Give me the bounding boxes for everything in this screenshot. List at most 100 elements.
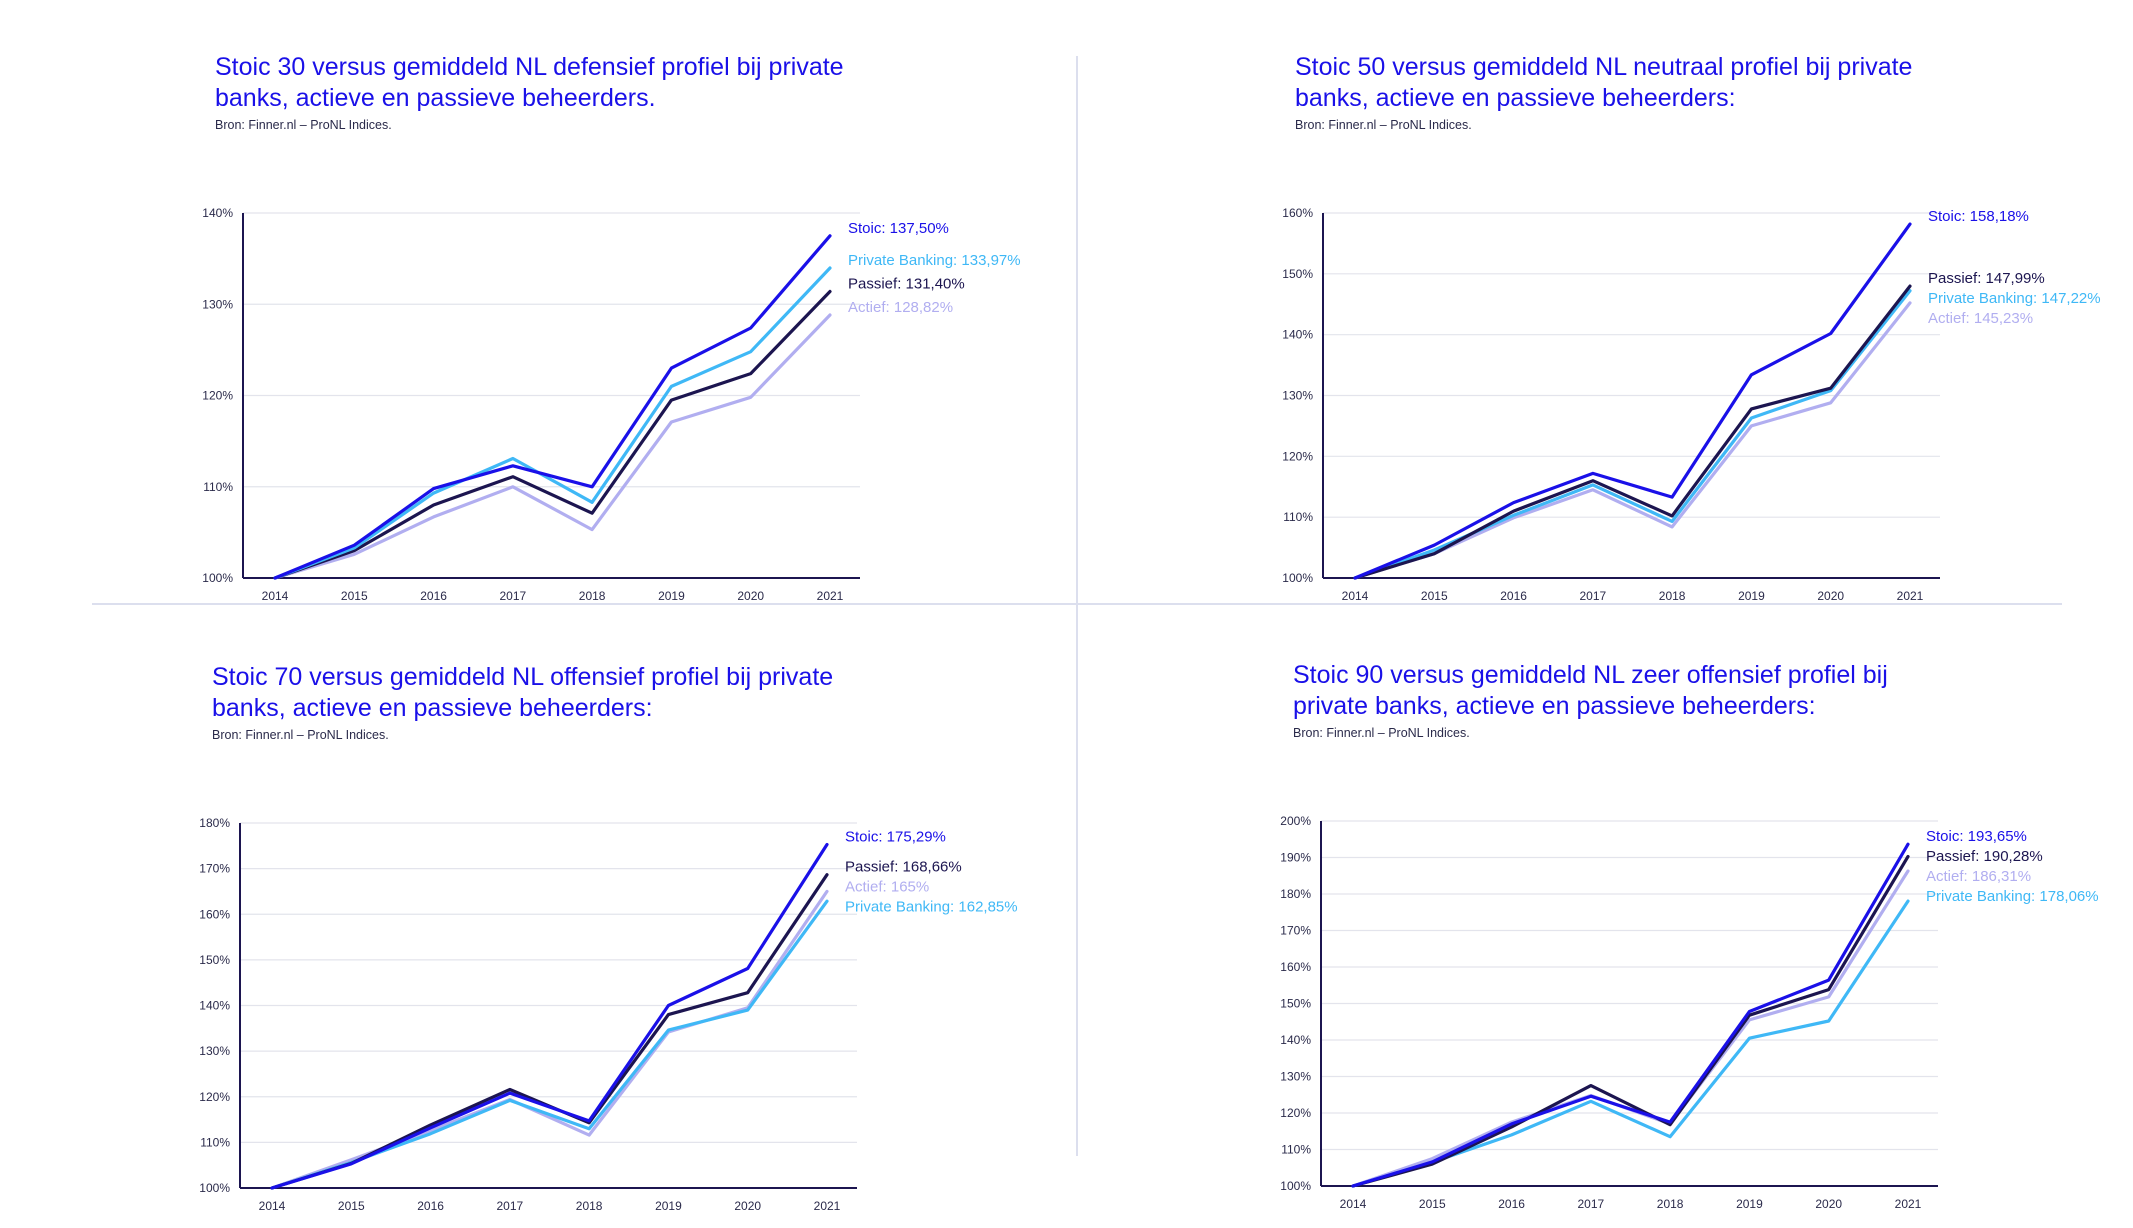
x-tick-label: 2018 (579, 589, 606, 603)
series-end-label-passief: Passief: 190,28% (1926, 848, 2043, 865)
series-end-label-actief: Actief: 186,31% (1926, 868, 2031, 885)
x-tick-label: 2015 (338, 1199, 365, 1213)
x-tick-label: 2016 (417, 1199, 444, 1213)
series-line-actief (1351, 869, 1910, 1188)
series-end-label-private-banking: Private Banking: 178,06% (1926, 888, 2099, 905)
series-line-private-banking (270, 899, 829, 1190)
line-chart-stoic-50: 100% 110% 120% 130% 140% 150% 160% 2014 2015 2016… (1282, 206, 2101, 603)
y-tick-label: 110% (200, 1135, 230, 1149)
x-tick-label: 2016 (1498, 1197, 1525, 1211)
chart-source: Bron: Finner.nl – ProNL Indices. (212, 728, 389, 742)
x-tick-label: 2017 (1578, 1197, 1605, 1211)
x-tick-label: 2017 (497, 1199, 524, 1213)
x-tick-label: 2019 (655, 1199, 682, 1213)
series-line-passief (270, 873, 829, 1190)
chart-title: Stoic 50 versus gemiddeld NL neutraal pr… (1295, 53, 1913, 112)
series-line-passief (1353, 284, 1912, 580)
y-tick-label: 130% (1282, 389, 1313, 403)
chart-title: Stoic 90 versus gemiddeld NL zeer offens… (1293, 661, 1888, 720)
y-tick-label: 120% (202, 389, 233, 403)
series-end-label-stoic: Stoic: 137,50% (848, 220, 949, 237)
vertical-divider (1076, 56, 1078, 1156)
series-end-label-private-banking: Private Banking: 147,22% (1928, 290, 2101, 307)
series-end-label-stoic: Stoic: 158,18% (1928, 208, 2029, 225)
x-tick-label: 2017 (500, 589, 527, 603)
series-line-actief (273, 313, 832, 580)
y-tick-label: 160% (1282, 206, 1313, 220)
x-tick-label: 2020 (1815, 1197, 1842, 1211)
series-end-label-actief: Actief: 145,23% (1928, 310, 2033, 327)
series-line-stoic (273, 234, 832, 580)
y-tick-label: 100% (202, 571, 233, 585)
x-tick-label: 2014 (1340, 1197, 1367, 1211)
horizontal-divider (92, 603, 2062, 605)
series-line-actief (270, 889, 829, 1190)
x-tick-label: 2014 (1342, 589, 1369, 603)
series-end-label-private-banking: Private Banking: 133,97% (848, 252, 1021, 269)
x-tick-label: 2019 (658, 589, 685, 603)
y-tick-label: 180% (199, 816, 230, 830)
x-tick-label: 2020 (737, 589, 764, 603)
x-tick-label: 2018 (576, 1199, 603, 1213)
y-tick-label: 120% (1280, 1106, 1311, 1120)
chart-panel-stoic-90: Stoic 90 versus gemiddeld NL zeer offens… (1280, 660, 2133, 1220)
y-tick-label: 140% (199, 999, 230, 1013)
y-tick-label: 130% (1280, 1070, 1311, 1084)
series-end-label-passief: Passief: 147,99% (1928, 270, 2045, 287)
y-tick-label: 190% (1280, 851, 1311, 865)
y-tick-label: 140% (1282, 328, 1313, 342)
y-tick-label: 160% (199, 907, 230, 921)
y-tick-label: 120% (1282, 449, 1313, 463)
chart-source: Bron: Finner.nl – ProNL Indices. (215, 118, 392, 132)
y-tick-label: 170% (1280, 924, 1311, 938)
y-tick-label: 140% (1280, 1033, 1311, 1047)
y-tick-label: 150% (1282, 267, 1313, 281)
series-end-label-passief: Passief: 131,40% (848, 275, 965, 292)
y-tick-label: 160% (1280, 960, 1311, 974)
x-tick-label: 2019 (1738, 589, 1765, 603)
x-tick-label: 2016 (420, 589, 447, 603)
series-end-label-actief: Actief: 165% (845, 879, 929, 896)
x-tick-label: 2017 (1580, 589, 1607, 603)
y-tick-label: 100% (199, 1181, 230, 1195)
y-tick-label: 130% (199, 1044, 230, 1058)
x-tick-label: 2021 (817, 589, 844, 603)
x-tick-label: 2020 (734, 1199, 761, 1213)
x-tick-label: 2016 (1500, 589, 1527, 603)
series-line-actief (1353, 301, 1912, 580)
line-chart-stoic-30: 100% 110% 120% 130% 140% 2014 2015 2016 2017 2018… (202, 206, 1021, 603)
y-tick-label: 170% (199, 862, 230, 876)
series-end-label-actief: Actief: 128,82% (848, 299, 953, 316)
series-end-label-stoic: Stoic: 175,29% (845, 828, 946, 845)
x-tick-label: 2015 (1419, 1197, 1446, 1211)
x-tick-label: 2018 (1657, 1197, 1684, 1211)
y-tick-label: 110% (203, 480, 233, 494)
y-tick-label: 110% (1283, 510, 1313, 524)
y-tick-label: 200% (1280, 814, 1311, 828)
x-tick-label: 2014 (259, 1199, 286, 1213)
x-tick-label: 2015 (1421, 589, 1448, 603)
chart-panel-stoic-30: Stoic 30 versus gemiddeld NL defensief p… (202, 52, 1225, 612)
x-tick-label: 2014 (262, 589, 289, 603)
x-tick-label: 2021 (814, 1199, 841, 1213)
x-tick-label: 2015 (341, 589, 368, 603)
y-tick-label: 100% (1280, 1179, 1311, 1193)
series-end-label-passief: Passief: 168,66% (845, 859, 962, 876)
y-tick-label: 140% (202, 206, 233, 220)
x-tick-label: 2021 (1895, 1197, 1922, 1211)
x-tick-label: 2021 (1897, 589, 1924, 603)
series-line-passief (1351, 854, 1910, 1188)
series-line-stoic (1353, 222, 1912, 580)
y-tick-label: 150% (1280, 997, 1311, 1011)
line-chart-stoic-90: 100% 110% 120% 130% 140% 150% 160% 170% 180% 190%… (1280, 814, 2099, 1211)
series-line-private-banking (1351, 899, 1910, 1188)
series-line-passief (273, 289, 832, 580)
y-tick-label: 180% (1280, 887, 1311, 901)
y-tick-label: 130% (202, 297, 233, 311)
x-tick-label: 2020 (1817, 589, 1844, 603)
chart-source: Bron: Finner.nl – ProNL Indices. (1293, 726, 1470, 740)
series-end-label-private-banking: Private Banking: 162,85% (845, 899, 1018, 916)
series-line-private-banking (1353, 289, 1912, 580)
series-line-private-banking (273, 266, 832, 580)
chart-title: Stoic 70 versus gemiddeld NL offensief p… (212, 663, 834, 722)
